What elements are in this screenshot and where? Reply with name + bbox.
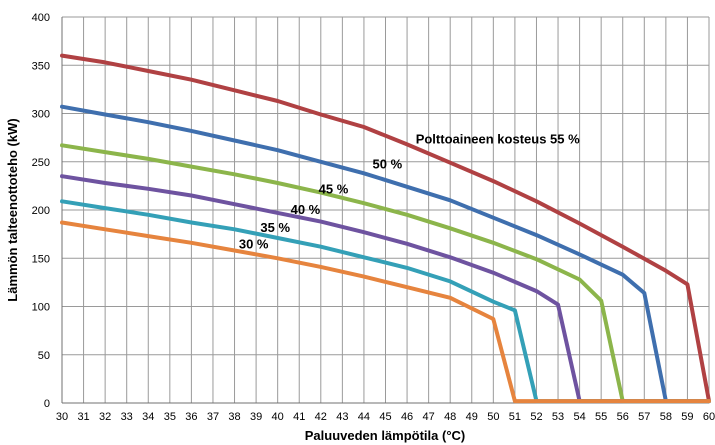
x-tick-label: 43 xyxy=(336,411,348,423)
x-tick-label: 34 xyxy=(142,411,154,423)
y-tick-label: 200 xyxy=(32,205,50,217)
series-annotation: 30 % xyxy=(239,237,269,252)
series-line-3 xyxy=(60,174,711,404)
x-tick-label: 42 xyxy=(315,411,327,423)
x-axis-label: Paluuveden lämpötila (°C) xyxy=(305,428,466,443)
x-tick-label: 57 xyxy=(638,411,650,423)
x-tick-label: 41 xyxy=(293,411,305,423)
y-tick-label: 150 xyxy=(32,253,50,265)
series-annotation: Polttoaineen kosteus 55 % xyxy=(416,131,580,146)
x-tick-label: 47 xyxy=(423,411,435,423)
series-annotation: 40 % xyxy=(291,202,321,217)
x-tick-label: 56 xyxy=(617,411,629,423)
series-line-0 xyxy=(60,53,711,404)
series-annotation: 45 % xyxy=(319,182,349,197)
grid-lines xyxy=(61,16,710,404)
x-tick-label: 45 xyxy=(379,411,391,423)
y-tick-label: 350 xyxy=(32,60,50,72)
series-annotation: 50 % xyxy=(373,157,403,172)
series-line-4 xyxy=(60,199,711,404)
x-tick-label: 52 xyxy=(530,411,542,423)
series-line-5 xyxy=(60,220,711,404)
series-annotation: 35 % xyxy=(260,220,290,235)
x-tick-label: 32 xyxy=(99,411,111,423)
x-tick-label: 51 xyxy=(509,411,521,423)
x-tick-label: 44 xyxy=(358,411,370,423)
y-tick-label: 300 xyxy=(32,109,50,121)
x-tick-label: 48 xyxy=(444,411,456,423)
y-tick-label: 0 xyxy=(44,398,50,410)
x-tick-label: 55 xyxy=(595,411,607,423)
x-tick-label: 46 xyxy=(401,411,413,423)
series-annotations: Polttoaineen kosteus 55 % 50 % 45 % 40 %35 … xyxy=(239,131,580,251)
x-tick-label: 33 xyxy=(121,411,133,423)
x-tick-label: 31 xyxy=(77,411,89,423)
x-tick-label: 30 xyxy=(56,411,68,423)
x-tick-labels: 30 31 32 33 34 35 36 37 38 39 40 41 42 43 44 45 46 47 48 49… xyxy=(56,411,715,423)
x-tick-label: 49 xyxy=(466,411,478,423)
x-tick-label: 38 xyxy=(228,411,240,423)
x-tick-label: 53 xyxy=(552,411,564,423)
x-tick-label: 40 xyxy=(272,411,284,423)
series-line-2 xyxy=(60,143,711,404)
x-tick-label: 35 xyxy=(164,411,176,423)
x-tick-label: 36 xyxy=(185,411,197,423)
series-line-1 xyxy=(60,104,711,404)
y-tick-label: 50 xyxy=(38,350,50,362)
x-tick-label: 50 xyxy=(487,411,499,423)
y-tick-label: 400 xyxy=(32,12,50,24)
x-tick-label: 59 xyxy=(681,411,693,423)
x-tick-label: 60 xyxy=(703,411,715,423)
x-tick-label: 37 xyxy=(207,411,219,423)
y-tick-labels: 0 50 100 150 200 250 300 350 400 xyxy=(32,12,50,410)
x-tick-label: 39 xyxy=(250,411,262,423)
y-tick-label: 100 xyxy=(32,302,50,314)
y-tick-label: 250 xyxy=(32,157,50,169)
series-lines xyxy=(60,53,711,404)
x-tick-label: 58 xyxy=(660,411,672,423)
x-tick-label: 54 xyxy=(573,411,585,423)
y-axis-label: Lämmön talteenottoteho (kW) xyxy=(5,118,20,301)
